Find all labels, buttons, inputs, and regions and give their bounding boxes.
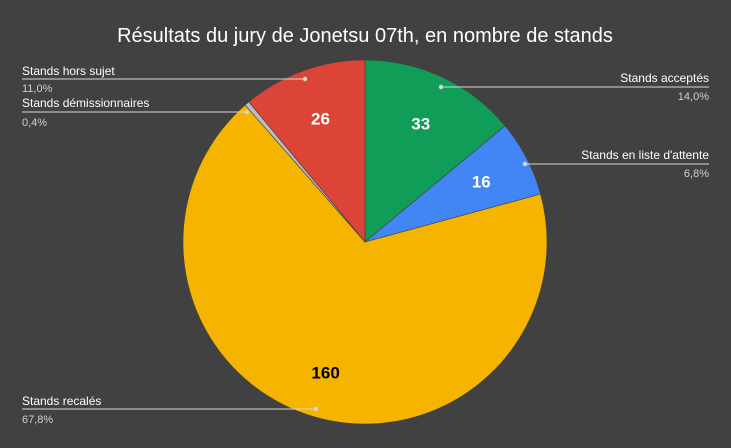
- leader-dot: [522, 161, 528, 167]
- slice-percent-label: 14,0%: [678, 91, 709, 103]
- slice-name-label: Stands démissionnaires: [22, 96, 149, 110]
- slice-name-label: Stands recalés: [22, 394, 101, 408]
- slice-legend-labels: Stands acceptés 14,0% Stands en liste d'at…: [22, 64, 709, 426]
- slice-percent-label: 11,0%: [22, 83, 53, 95]
- slice-percent-label: 0,4%: [22, 117, 47, 129]
- pie-slice-1: [364, 59, 506, 243]
- leader-lines: [22, 76, 709, 412]
- slice-value-label: 26: [311, 110, 330, 129]
- chart-title: Résultats du jury de Jonetsu 07th, en no…: [117, 25, 613, 47]
- slice-value-label: 160: [311, 364, 339, 383]
- slice-percent-label: 67,8%: [22, 414, 53, 426]
- slice-name-label: Stands hors sujet: [22, 64, 115, 78]
- leader-dot: [244, 109, 250, 115]
- slice-percent-label: 6,8%: [684, 168, 709, 180]
- pie-slice-5: [248, 59, 366, 243]
- slice-value-label: 33: [411, 114, 430, 133]
- leader-dot: [313, 406, 319, 412]
- slice-value-label: 16: [472, 173, 491, 192]
- pie-slices: [182, 59, 548, 425]
- pie-value-labels: 33 16 160 26: [311, 110, 491, 383]
- pie-slice-3: [182, 104, 548, 425]
- leader-dot: [438, 84, 444, 90]
- leader-dot: [302, 76, 308, 82]
- slice-name-label: Stands en liste d'attente: [581, 148, 709, 162]
- slice-name-label: Stands acceptés: [620, 71, 709, 85]
